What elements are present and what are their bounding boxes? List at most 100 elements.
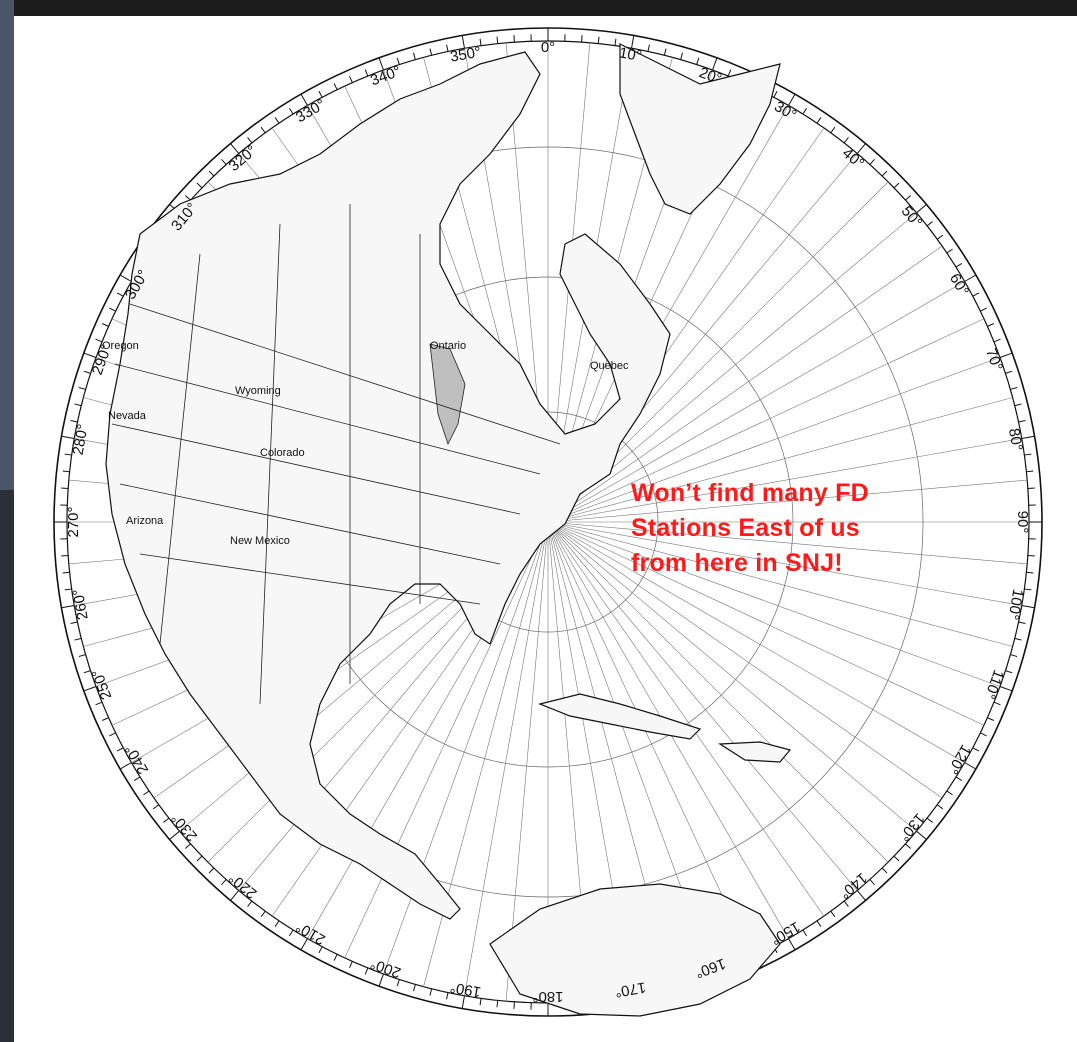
bearing-tick	[496, 1000, 499, 1008]
bearing-tick	[1024, 453, 1032, 456]
bearing-tick	[905, 195, 911, 201]
bearing-tick	[221, 159, 227, 165]
bearing-tick	[856, 890, 866, 901]
bearing-label: 350°	[449, 44, 483, 66]
bearing-tick	[133, 776, 141, 782]
bearing-tick	[893, 182, 900, 189]
bearing-tick	[62, 470, 70, 473]
bearing-tick	[869, 879, 875, 885]
bearing-tick	[62, 571, 70, 574]
bearing-tick	[1018, 420, 1026, 423]
bearing-tick	[980, 307, 987, 312]
bearing-ray	[547, 521, 965, 763]
bearing-tick	[1021, 435, 1035, 439]
bearing-ray	[464, 521, 549, 996]
bearing-tick	[364, 967, 369, 975]
bearing-tick	[905, 843, 911, 849]
bearing-tick	[926, 221, 933, 227]
label-new-mexico: New Mexico	[230, 535, 290, 547]
bearing-tick	[946, 790, 953, 796]
bearing-tick	[1014, 403, 1022, 407]
bearing-tick	[696, 57, 700, 65]
bearing-tick	[413, 52, 416, 60]
bearing-ray	[383, 521, 549, 975]
bearing-ray	[505, 521, 549, 1002]
bearing-tick	[479, 38, 482, 46]
bearing-tick	[196, 855, 203, 862]
bearing-tick	[955, 776, 963, 782]
great-lakes	[429, 343, 466, 446]
bearing-tick	[288, 107, 294, 115]
bearing-ray	[547, 521, 1013, 647]
bearing-ray	[547, 521, 1028, 565]
bearing-tick	[333, 954, 338, 961]
bearing-tick	[964, 274, 977, 282]
bearing-ray	[547, 521, 825, 917]
bearing-tick	[247, 900, 253, 907]
bearing-tick	[1010, 654, 1018, 657]
bearing-label: 10°	[618, 44, 643, 65]
bearing-tick	[300, 93, 308, 106]
label-oregon: Oregon	[102, 340, 139, 352]
label-colorado: Colorado	[260, 447, 305, 459]
bearing-tick	[163, 817, 170, 823]
bearing-ray	[344, 521, 549, 959]
bearing-tick	[396, 57, 400, 65]
bearing-tick	[1021, 605, 1035, 609]
bearing-tick	[993, 701, 1001, 706]
bearing-tick	[446, 992, 449, 1000]
bearing-tick	[788, 938, 796, 951]
label-arizona: Arizona	[126, 515, 164, 527]
bearing-ray	[547, 521, 985, 726]
bearing-ray	[547, 357, 1001, 523]
bearing-label: 190°	[449, 978, 483, 1000]
bearing-tick	[788, 93, 796, 106]
bearing-tick	[446, 44, 449, 52]
bearing-tick	[208, 867, 215, 874]
bearing-label: 20°	[697, 64, 724, 88]
state-boundaries	[111, 204, 561, 705]
bearing-tick	[663, 48, 667, 56]
bearing-tick	[987, 323, 995, 327]
bearing-ray	[547, 438, 1022, 523]
bearing-tick	[647, 44, 650, 52]
slide-left-dark-strip	[0, 490, 14, 1042]
bearing-ray	[547, 521, 943, 799]
land-north-america	[105, 51, 671, 920]
bearing-tick	[816, 117, 822, 124]
bearing-tick	[333, 83, 338, 90]
bearing-tick	[856, 143, 866, 154]
bearing-ray	[547, 521, 858, 891]
bearing-tick	[116, 292, 124, 297]
bearing-tick	[274, 920, 280, 927]
callout-text: Won’t find many FD Stations East of us f…	[631, 479, 869, 577]
bearing-tick	[461, 995, 465, 1009]
bearing-tick	[349, 75, 353, 83]
bearing-tick	[916, 830, 927, 840]
bearing-tick	[119, 762, 132, 770]
bearing-tick	[1026, 571, 1034, 574]
bearing-tick	[101, 717, 109, 721]
bearing-tick	[843, 137, 849, 144]
bearing-tick	[83, 670, 91, 674]
bearing-tick	[78, 387, 86, 390]
bearing-tick	[74, 637, 82, 641]
bearing-label: 0°	[541, 39, 555, 56]
bearing-ray	[547, 521, 1001, 687]
land-south-america	[489, 883, 781, 1017]
bearing-tick	[208, 170, 215, 177]
bearing-tick	[1005, 370, 1013, 374]
bearing-tick	[109, 307, 116, 312]
bearing-tick	[83, 686, 97, 692]
bearing-tick	[288, 929, 294, 937]
bearing-tick	[429, 988, 433, 996]
bearing-tick	[773, 90, 778, 98]
bearing-tick	[999, 352, 1013, 358]
bearing-ray	[547, 521, 917, 832]
bearing-ray	[547, 521, 752, 959]
bearing-tick	[221, 879, 227, 885]
bearing-tick	[83, 352, 97, 358]
bearing-tick	[378, 57, 384, 71]
bearing-ray	[547, 521, 1022, 606]
bearing-tick	[70, 621, 78, 624]
